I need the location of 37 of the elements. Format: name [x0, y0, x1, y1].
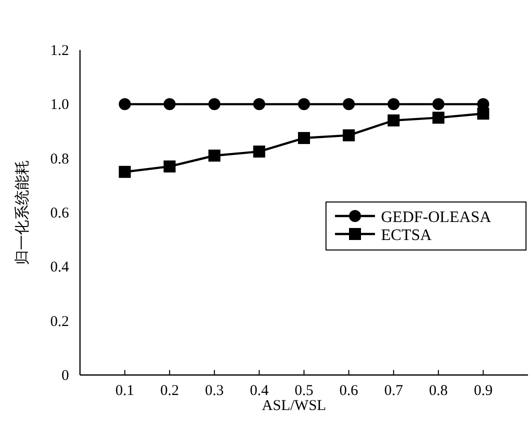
legend-label: GEDF-OLEASA	[381, 209, 492, 226]
y-axis-title: 归一化系统能耗	[14, 160, 31, 265]
point	[118, 166, 131, 178]
point	[432, 112, 444, 124]
x-tick-label: 0.3	[205, 383, 224, 399]
y-tick-label: 0	[62, 368, 69, 384]
y-tick-label: 0.8	[50, 151, 69, 168]
y-tick-label: 1.2	[50, 43, 69, 59]
x-tick-label: 0.7	[384, 383, 404, 399]
point	[253, 98, 266, 110]
point	[118, 98, 131, 110]
x-tick-label: 0.9	[474, 383, 493, 399]
point	[164, 98, 176, 110]
point	[388, 114, 400, 126]
x-tick-label: 0.6	[339, 383, 359, 399]
x-tick-label: 0.5	[294, 383, 314, 399]
y-tick-label: 0.6	[50, 206, 70, 222]
point	[253, 146, 266, 158]
y-tick-label: 1.0	[50, 97, 69, 114]
point	[298, 132, 310, 144]
point	[342, 129, 355, 142]
x-tick-label: 0.2	[160, 383, 179, 399]
x-tick-label: 0.4	[250, 383, 270, 399]
point	[477, 108, 490, 120]
y-tick-label: 0.2	[50, 314, 69, 330]
point	[388, 98, 400, 110]
point	[164, 160, 176, 172]
point	[298, 98, 310, 110]
point	[208, 98, 220, 110]
x-tick-label: 0.8	[429, 383, 448, 399]
point	[342, 98, 355, 110]
y-tick-label: 0.4	[50, 260, 70, 276]
point	[208, 150, 220, 162]
x-tick-label: 0.1	[115, 383, 134, 399]
point	[432, 98, 444, 110]
x-axis-title: ASL/WSL	[262, 398, 326, 414]
legend-label: ECTSA	[381, 227, 432, 244]
